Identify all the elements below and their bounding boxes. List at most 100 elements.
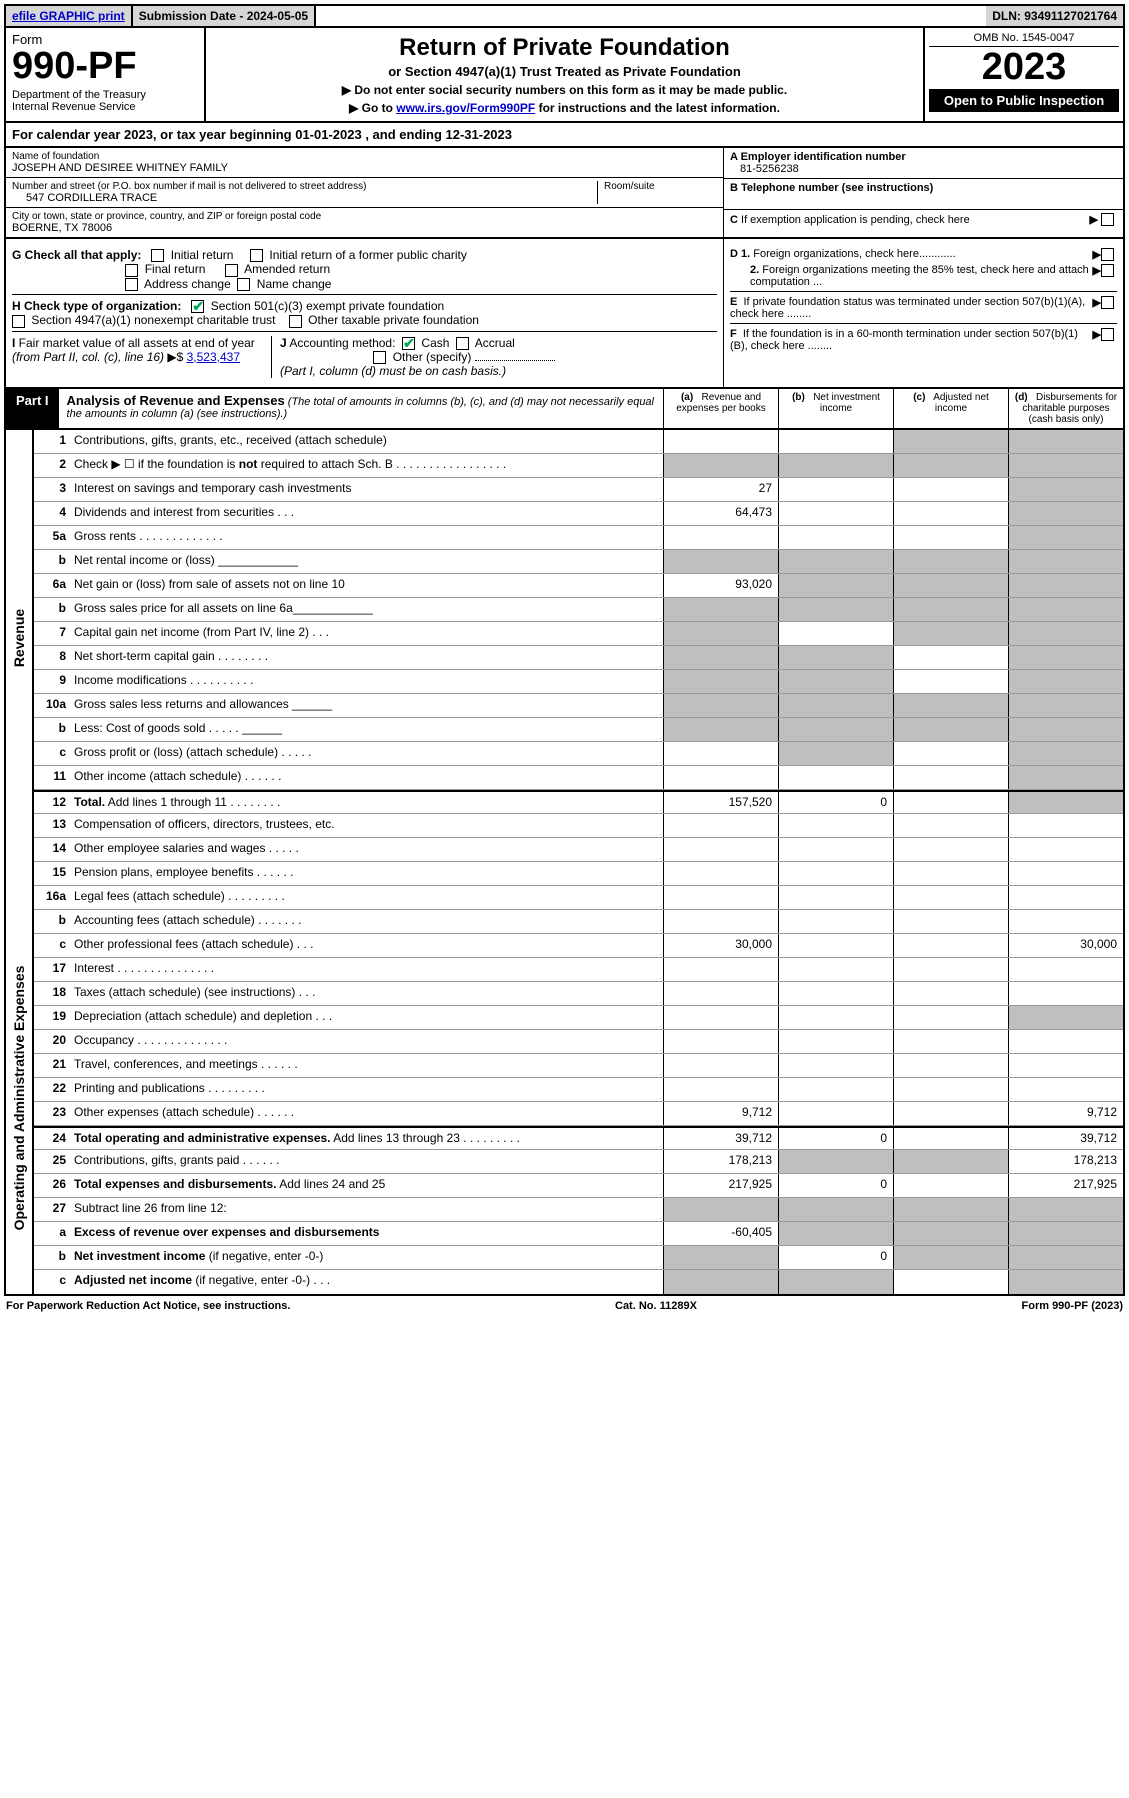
cell <box>663 886 778 909</box>
line-number: 21 <box>34 1054 70 1077</box>
chk-initial-return[interactable] <box>151 249 164 262</box>
line-desc: Travel, conferences, and meetings . . . … <box>70 1054 663 1077</box>
chk-other-method[interactable] <box>373 351 386 364</box>
chk-501c3[interactable] <box>191 300 204 313</box>
cell: 9,712 <box>663 1102 778 1125</box>
cell: 39,712 <box>1008 1128 1123 1149</box>
line-desc: Pension plans, employee benefits . . . .… <box>70 862 663 885</box>
cell <box>893 982 1008 1005</box>
table-row: 9Income modifications . . . . . . . . . … <box>34 670 1123 694</box>
efile-link[interactable]: efile GRAPHIC print <box>12 9 125 23</box>
line-number: a <box>34 1222 70 1245</box>
line-desc: Other employee salaries and wages . . . … <box>70 838 663 861</box>
line-number: 10a <box>34 694 70 717</box>
irs-link[interactable]: www.irs.gov/Form990PF <box>396 101 535 115</box>
table-row: 10aGross sales less returns and allowanc… <box>34 694 1123 718</box>
chk-initial-former[interactable] <box>250 249 263 262</box>
form-title: Return of Private Foundation <box>214 34 915 62</box>
cell <box>663 1270 778 1294</box>
chk-other-taxable[interactable] <box>289 315 302 328</box>
cell <box>893 1128 1008 1149</box>
line-number: b <box>34 718 70 741</box>
line-desc: Net rental income or (loss) ____________ <box>70 550 663 573</box>
chk-amended[interactable] <box>225 264 238 277</box>
cell: 27 <box>663 478 778 501</box>
cell <box>663 718 778 741</box>
cell <box>893 1174 1008 1197</box>
cell <box>778 1078 893 1101</box>
cell <box>893 814 1008 837</box>
f-row: F If the foundation is in a 60-month ter… <box>730 323 1117 352</box>
cell <box>778 742 893 765</box>
cell <box>893 862 1008 885</box>
cell <box>663 694 778 717</box>
line-desc: Total expenses and disbursements. Add li… <box>70 1174 663 1197</box>
table-row: 25Contributions, gifts, grants paid . . … <box>34 1150 1123 1174</box>
cell <box>663 670 778 693</box>
cell <box>663 646 778 669</box>
line-desc: Printing and publications . . . . . . . … <box>70 1078 663 1101</box>
line-desc: Interest . . . . . . . . . . . . . . . <box>70 958 663 981</box>
line-number: 25 <box>34 1150 70 1173</box>
line-number: b <box>34 910 70 933</box>
line-number: 9 <box>34 670 70 693</box>
chk-final-return[interactable] <box>125 264 138 277</box>
cell <box>778 958 893 981</box>
chk-accrual[interactable] <box>456 337 469 350</box>
cell <box>893 478 1008 501</box>
cell <box>893 1006 1008 1029</box>
chk-d2[interactable] <box>1101 264 1114 277</box>
cell <box>778 766 893 789</box>
line-number: 19 <box>34 1006 70 1029</box>
table-row: 21Travel, conferences, and meetings . . … <box>34 1054 1123 1078</box>
d2-row: 2. Foreign organizations meeting the 85%… <box>730 264 1117 288</box>
table-row: cAdjusted net income (if negative, enter… <box>34 1270 1123 1294</box>
line-desc: Gross rents . . . . . . . . . . . . . <box>70 526 663 549</box>
chk-d1[interactable] <box>1101 248 1114 261</box>
cell <box>778 862 893 885</box>
cell <box>1008 454 1123 477</box>
chk-f[interactable] <box>1101 328 1114 341</box>
line-desc: Contributions, gifts, grants paid . . . … <box>70 1150 663 1173</box>
col-c-header: (c) Adjusted net income <box>893 389 1008 428</box>
chk-name-change[interactable] <box>237 278 250 291</box>
cell <box>778 478 893 501</box>
header-center: Return of Private Foundation or Section … <box>206 28 923 121</box>
cell <box>778 1270 893 1294</box>
top-bar: efile GRAPHIC print Submission Date - 20… <box>4 4 1125 28</box>
line-desc: Subtract line 26 from line 12: <box>70 1198 663 1221</box>
cell <box>1008 814 1123 837</box>
line-desc: Net investment income (if negative, ente… <box>70 1246 663 1269</box>
cell <box>893 1150 1008 1173</box>
revenue-label: Revenue Operating and Administrative Exp… <box>6 430 34 1294</box>
cell <box>778 1150 893 1173</box>
line-desc: Other professional fees (attach schedule… <box>70 934 663 957</box>
line-number: c <box>34 934 70 957</box>
chk-e[interactable] <box>1101 296 1114 309</box>
cell <box>778 430 893 453</box>
chk-address-change[interactable] <box>125 278 138 291</box>
cell <box>1008 478 1123 501</box>
line-number: 16a <box>34 886 70 909</box>
cell <box>893 550 1008 573</box>
cell <box>778 886 893 909</box>
table-row: 13Compensation of officers, directors, t… <box>34 814 1123 838</box>
dept-label: Department of the TreasuryInternal Reven… <box>12 89 198 113</box>
line-desc: Income modifications . . . . . . . . . . <box>70 670 663 693</box>
cell <box>893 1198 1008 1221</box>
line-desc: Accounting fees (attach schedule) . . . … <box>70 910 663 933</box>
line-desc: Other expenses (attach schedule) . . . .… <box>70 1102 663 1125</box>
chk-cash[interactable] <box>402 337 415 350</box>
cell <box>893 670 1008 693</box>
table-row: 14Other employee salaries and wages . . … <box>34 838 1123 862</box>
dln: DLN: 93491127021764 <box>986 6 1123 26</box>
fmv-link[interactable]: 3,523,437 <box>187 350 240 364</box>
line-desc: Net short-term capital gain . . . . . . … <box>70 646 663 669</box>
table-row: bAccounting fees (attach schedule) . . .… <box>34 910 1123 934</box>
cell <box>1008 526 1123 549</box>
checkbox-c[interactable] <box>1101 213 1114 226</box>
cell <box>1008 598 1123 621</box>
cell <box>1008 862 1123 885</box>
cell: 217,925 <box>663 1174 778 1197</box>
chk-4947[interactable] <box>12 315 25 328</box>
